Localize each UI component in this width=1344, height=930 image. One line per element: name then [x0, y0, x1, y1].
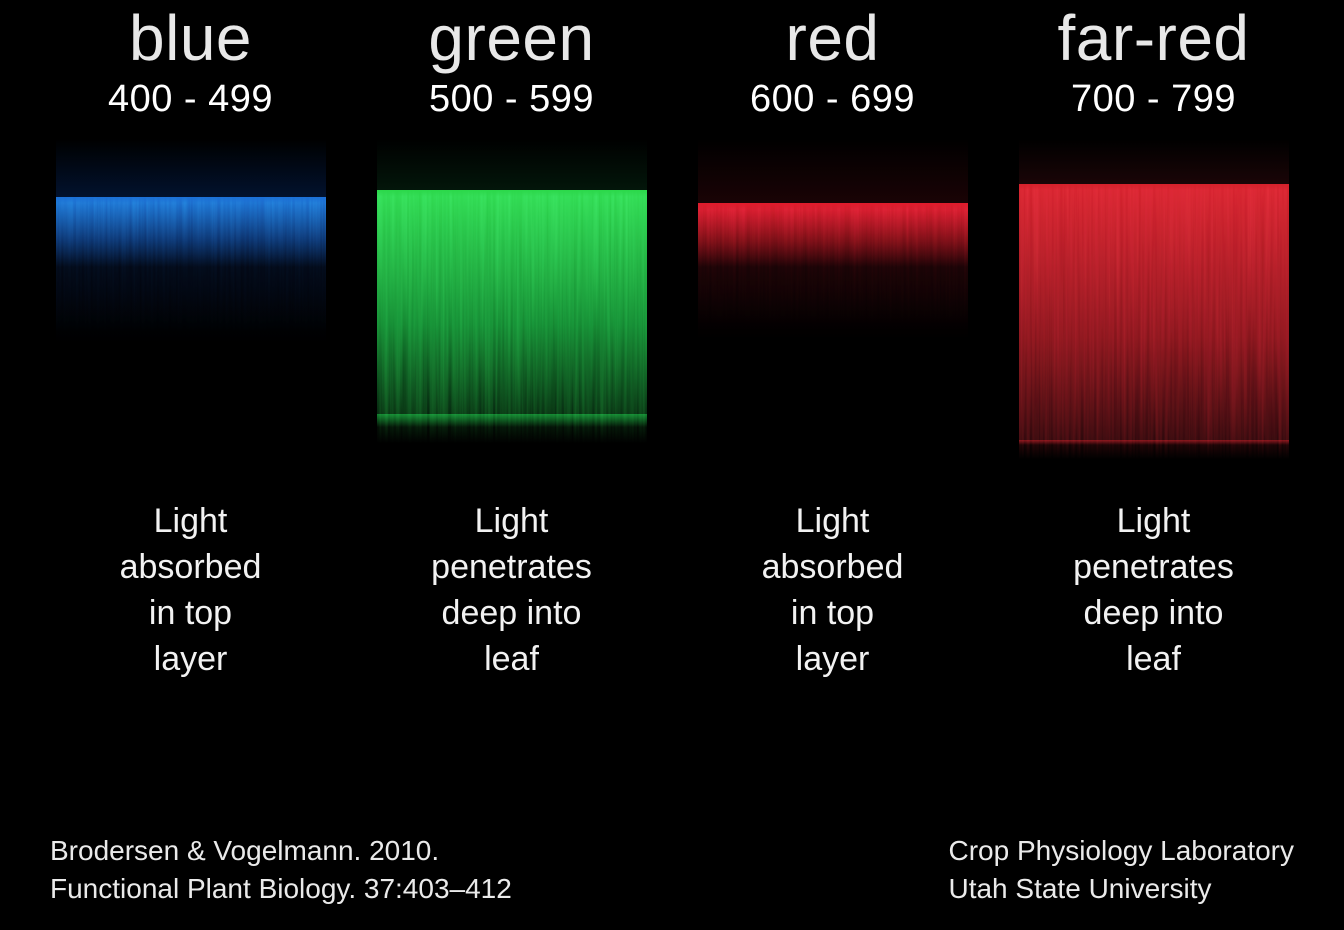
panel-range: 500 - 599 [429, 78, 594, 121]
panels-row: blue 400 - 499 Light absorbed in top lay… [0, 0, 1344, 683]
panel-far-red: far-red 700 - 799 Light penetrates deep … [1013, 0, 1294, 683]
cross-section-blue [56, 139, 326, 459]
attribution: Crop Physiology Laboratory Utah State Un… [948, 832, 1294, 908]
panel-image-green [377, 139, 647, 459]
cross-section-red [698, 139, 968, 459]
panel-red: red 600 - 699 Light absorbed in top laye… [692, 0, 973, 683]
citation: Brodersen & Vogelmann. 2010. Functional … [50, 832, 512, 908]
panel-image-far-red [1019, 139, 1289, 459]
panel-caption: Light absorbed in top layer [120, 499, 262, 683]
footer: Brodersen & Vogelmann. 2010. Functional … [0, 832, 1344, 908]
panel-blue: blue 400 - 499 Light absorbed in top lay… [50, 0, 331, 683]
panel-image-blue [56, 139, 326, 459]
panel-title: far-red [1058, 6, 1250, 70]
panel-caption: Light penetrates deep into leaf [1073, 499, 1234, 683]
cross-section-green [377, 139, 647, 459]
panel-green: green 500 - 599 Light penetrates deep in… [371, 0, 652, 683]
panel-range: 400 - 499 [108, 78, 273, 121]
panel-image-red [698, 139, 968, 459]
panel-caption: Light penetrates deep into leaf [431, 499, 592, 683]
panel-title: red [786, 6, 880, 70]
panel-caption: Light absorbed in top layer [762, 499, 904, 683]
panel-title: green [428, 6, 594, 70]
cross-section-far-red [1019, 139, 1289, 459]
panel-title: blue [129, 6, 252, 70]
panel-range: 600 - 699 [750, 78, 915, 121]
panel-range: 700 - 799 [1071, 78, 1236, 121]
